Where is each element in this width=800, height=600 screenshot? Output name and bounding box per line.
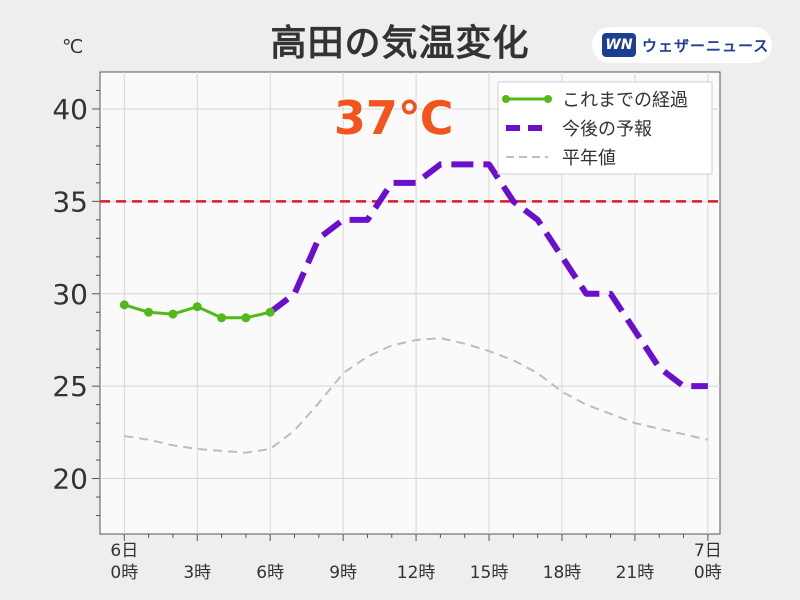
y-tick-label: 25 <box>52 370 88 403</box>
x-tick-label: 6時 <box>256 563 284 583</box>
peak-temperature-label: 37℃ <box>334 91 454 145</box>
y-tick-label: 20 <box>52 463 88 496</box>
legend-marker <box>502 95 510 103</box>
normal-series-line <box>124 337 709 454</box>
legend-marker <box>544 95 552 103</box>
y-tick-label: 30 <box>52 278 88 311</box>
forecast-series-line <box>268 161 708 390</box>
chart-title: 高田の気温変化 <box>270 23 530 64</box>
x-tick-label: 15時 <box>470 563 509 583</box>
legend-label: 今後の予報 <box>562 119 652 140</box>
y-tick-label: 40 <box>52 93 88 126</box>
x-tick-label: 0時 <box>694 563 722 583</box>
x-tick-label: 6日 <box>110 541 138 561</box>
observed-point <box>119 300 129 310</box>
brand-badge: WN ウェザーニュース <box>592 27 772 63</box>
y-tick-label: 35 <box>52 185 88 218</box>
x-tick-label: 12時 <box>397 563 436 583</box>
brand-logo-icon: WN <box>602 33 636 57</box>
observed-point <box>265 307 275 317</box>
x-tick-label: 21時 <box>616 563 655 583</box>
observed-point <box>217 313 227 323</box>
legend-label: 平年値 <box>562 148 616 169</box>
brand-name: ウェザーニュース <box>642 36 770 55</box>
x-tick-label: 3時 <box>183 563 211 583</box>
observed-point <box>144 307 154 317</box>
legend-label: これまでの経過 <box>562 90 688 111</box>
x-tick-label: 0時 <box>110 563 138 583</box>
observed-point <box>168 309 178 319</box>
observed-point <box>192 302 202 312</box>
x-tick-label: 9時 <box>329 563 357 583</box>
y-axis-unit: ℃ <box>62 36 84 58</box>
x-tick-label: 18時 <box>543 563 582 583</box>
observed-point <box>241 313 251 323</box>
x-tick-label: 7日 <box>694 541 722 561</box>
